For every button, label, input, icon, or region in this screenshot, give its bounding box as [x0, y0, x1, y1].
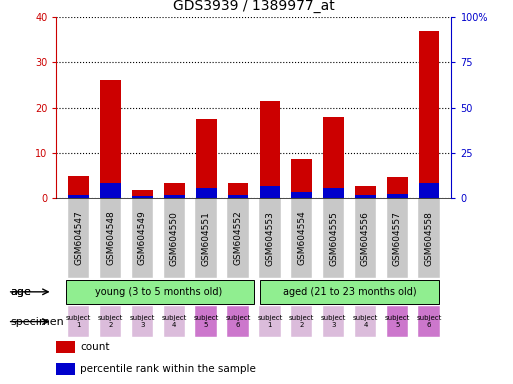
Text: GSM604558: GSM604558: [425, 211, 433, 265]
Text: subject
6: subject 6: [417, 315, 442, 328]
Text: GSM604550: GSM604550: [170, 211, 179, 265]
Bar: [355, 198, 376, 278]
Text: subject
5: subject 5: [385, 315, 410, 328]
Text: aged (21 to 23 months old): aged (21 to 23 months old): [283, 287, 417, 297]
Text: GSM604549: GSM604549: [138, 211, 147, 265]
Bar: [419, 306, 440, 337]
Bar: [260, 186, 280, 198]
Bar: [228, 183, 248, 198]
Bar: [291, 159, 312, 198]
Bar: [132, 198, 153, 278]
Text: subject
4: subject 4: [162, 315, 187, 328]
Text: GSM604548: GSM604548: [106, 211, 115, 265]
Text: subject
6: subject 6: [225, 315, 251, 328]
Bar: [323, 118, 344, 198]
Bar: [355, 306, 376, 337]
Bar: [387, 198, 408, 278]
Bar: [355, 195, 376, 198]
Bar: [196, 188, 216, 198]
Bar: [227, 306, 249, 337]
Bar: [323, 189, 344, 198]
Text: GSM604556: GSM604556: [361, 211, 370, 265]
Bar: [164, 306, 185, 337]
Text: subject
4: subject 4: [353, 315, 378, 328]
Bar: [259, 198, 281, 278]
Bar: [355, 187, 376, 198]
Bar: [164, 183, 185, 198]
Text: GSM604547: GSM604547: [74, 211, 83, 265]
Bar: [100, 306, 121, 337]
Bar: [291, 192, 312, 198]
Bar: [68, 176, 89, 198]
Bar: [323, 306, 344, 337]
Bar: [259, 306, 281, 337]
Text: subject
5: subject 5: [193, 315, 219, 328]
Text: age: age: [10, 287, 31, 297]
Bar: [419, 31, 440, 198]
Text: subject
2: subject 2: [98, 315, 123, 328]
Bar: [387, 194, 408, 198]
Text: young (3 to 5 months old): young (3 to 5 months old): [95, 287, 222, 297]
Bar: [260, 101, 280, 198]
Title: GDS3939 / 1389977_at: GDS3939 / 1389977_at: [173, 0, 335, 13]
Bar: [100, 183, 121, 198]
Bar: [387, 177, 408, 198]
Bar: [419, 198, 440, 278]
Text: GSM604553: GSM604553: [265, 211, 274, 265]
Bar: [68, 195, 89, 198]
Bar: [164, 195, 185, 198]
Text: subject
3: subject 3: [321, 315, 346, 328]
Bar: [68, 198, 89, 278]
Text: GSM604554: GSM604554: [297, 211, 306, 265]
Text: subject
2: subject 2: [289, 315, 314, 328]
Bar: [68, 306, 89, 337]
Text: subject
1: subject 1: [257, 315, 283, 328]
Bar: [132, 306, 153, 337]
Bar: [132, 195, 153, 198]
Text: count: count: [80, 342, 110, 352]
Bar: [387, 306, 408, 337]
Text: GSM604555: GSM604555: [329, 211, 338, 265]
Bar: [66, 280, 254, 304]
Bar: [291, 198, 312, 278]
Text: age: age: [10, 287, 31, 297]
Bar: [227, 198, 249, 278]
Text: subject
1: subject 1: [66, 315, 91, 328]
Bar: [419, 183, 440, 198]
Bar: [164, 198, 185, 278]
Bar: [56, 363, 75, 376]
Text: percentile rank within the sample: percentile rank within the sample: [80, 364, 256, 374]
Text: GSM604557: GSM604557: [393, 211, 402, 265]
Bar: [323, 198, 344, 278]
Text: GSM604551: GSM604551: [202, 211, 211, 265]
Text: GSM604552: GSM604552: [233, 211, 243, 265]
Bar: [196, 119, 216, 198]
Bar: [260, 280, 439, 304]
Bar: [195, 198, 217, 278]
Bar: [132, 190, 153, 198]
Bar: [195, 306, 217, 337]
Bar: [100, 81, 121, 198]
Bar: [228, 195, 248, 198]
Text: subject
3: subject 3: [130, 315, 155, 328]
Bar: [100, 198, 121, 278]
Bar: [291, 306, 312, 337]
Text: specimen: specimen: [10, 316, 64, 327]
Bar: [56, 341, 75, 353]
